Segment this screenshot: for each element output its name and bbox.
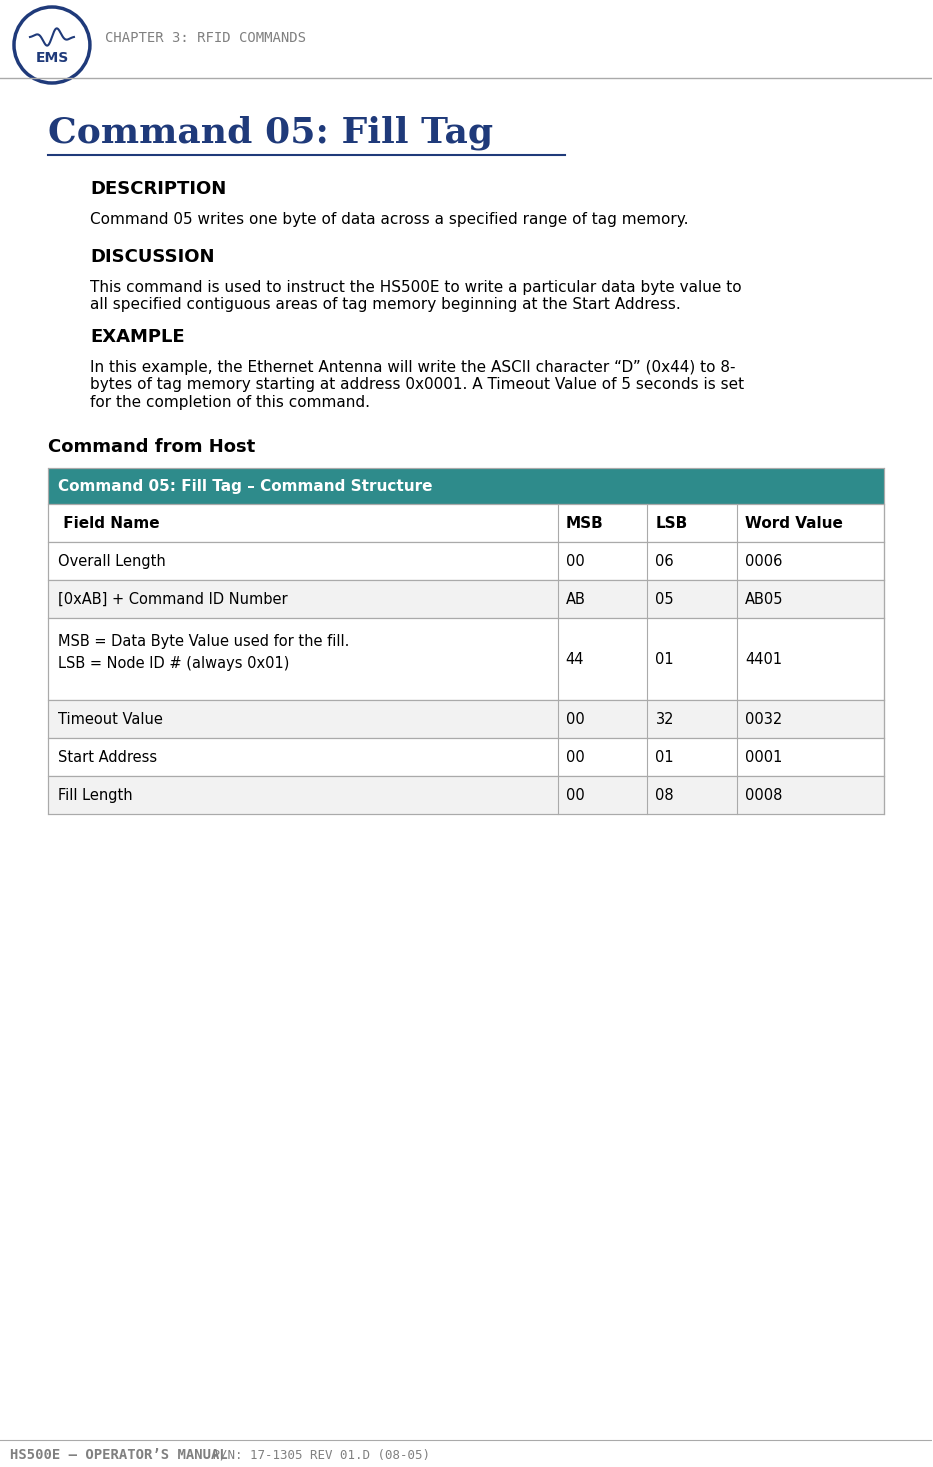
Text: 06: 06 bbox=[656, 553, 674, 569]
Text: 0001: 0001 bbox=[745, 750, 783, 764]
Text: Command from Host: Command from Host bbox=[48, 439, 256, 456]
Bar bbox=[48, 579, 884, 618]
Text: MSB = Data Byte Value used for the fill.: MSB = Data Byte Value used for the fill. bbox=[58, 634, 349, 648]
Text: AB: AB bbox=[565, 591, 585, 606]
Text: Command 05: Fill Tag – Command Structure: Command 05: Fill Tag – Command Structure bbox=[58, 478, 433, 493]
Text: EMS: EMS bbox=[35, 51, 69, 65]
Text: This command is used to instruct the HS500E to write a particular data byte valu: This command is used to instruct the HS5… bbox=[90, 280, 742, 312]
Text: DISCUSSION: DISCUSSION bbox=[90, 248, 215, 266]
Bar bbox=[48, 776, 884, 814]
Bar bbox=[48, 738, 884, 776]
Bar bbox=[48, 505, 884, 541]
Text: P/N: 17-1305 REV 01.D (08-05): P/N: 17-1305 REV 01.D (08-05) bbox=[205, 1448, 430, 1461]
Text: Fill Length: Fill Length bbox=[58, 788, 132, 802]
Text: LSB: LSB bbox=[656, 515, 688, 531]
Bar bbox=[48, 700, 884, 738]
Text: CHAPTER 3: RFID COMMANDS: CHAPTER 3: RFID COMMANDS bbox=[104, 31, 306, 45]
Text: 44: 44 bbox=[565, 651, 584, 666]
Text: Command 05: Fill Tag: Command 05: Fill Tag bbox=[48, 114, 493, 150]
Text: 0032: 0032 bbox=[745, 711, 783, 726]
Text: 0006: 0006 bbox=[745, 553, 783, 569]
Text: Start Address: Start Address bbox=[58, 750, 157, 764]
Text: 08: 08 bbox=[656, 788, 674, 802]
Text: Field Name: Field Name bbox=[58, 515, 160, 531]
Text: MSB: MSB bbox=[565, 515, 604, 531]
Text: Word Value: Word Value bbox=[745, 515, 843, 531]
Text: AB05: AB05 bbox=[745, 591, 784, 606]
Text: 00: 00 bbox=[565, 553, 584, 569]
Text: Timeout Value: Timeout Value bbox=[58, 711, 163, 726]
Bar bbox=[48, 468, 884, 505]
Text: 01: 01 bbox=[656, 750, 674, 764]
Text: 00: 00 bbox=[565, 788, 584, 802]
Text: 0008: 0008 bbox=[745, 788, 783, 802]
Text: In this example, the Ethernet Antenna will write the ASCII character “D” (0x44) : In this example, the Ethernet Antenna wi… bbox=[90, 359, 744, 409]
Text: 00: 00 bbox=[565, 711, 584, 726]
Text: Command 05 writes one byte of data across a specified range of tag memory.: Command 05 writes one byte of data acros… bbox=[90, 213, 689, 227]
Text: 32: 32 bbox=[656, 711, 674, 726]
Text: 01: 01 bbox=[656, 651, 674, 666]
Text: DESCRIPTION: DESCRIPTION bbox=[90, 180, 226, 198]
Text: Overall Length: Overall Length bbox=[58, 553, 166, 569]
Text: [0xAB] + Command ID Number: [0xAB] + Command ID Number bbox=[58, 591, 287, 606]
Text: 4401: 4401 bbox=[745, 651, 783, 666]
Text: 00: 00 bbox=[565, 750, 584, 764]
Text: EXAMPLE: EXAMPLE bbox=[90, 329, 185, 346]
Text: 05: 05 bbox=[656, 591, 674, 606]
Text: HS500E – OPERATOR’S MANUAL: HS500E – OPERATOR’S MANUAL bbox=[10, 1448, 228, 1463]
Bar bbox=[48, 541, 884, 579]
Text: LSB = Node ID # (always 0x01): LSB = Node ID # (always 0x01) bbox=[58, 656, 289, 670]
Bar bbox=[48, 618, 884, 700]
